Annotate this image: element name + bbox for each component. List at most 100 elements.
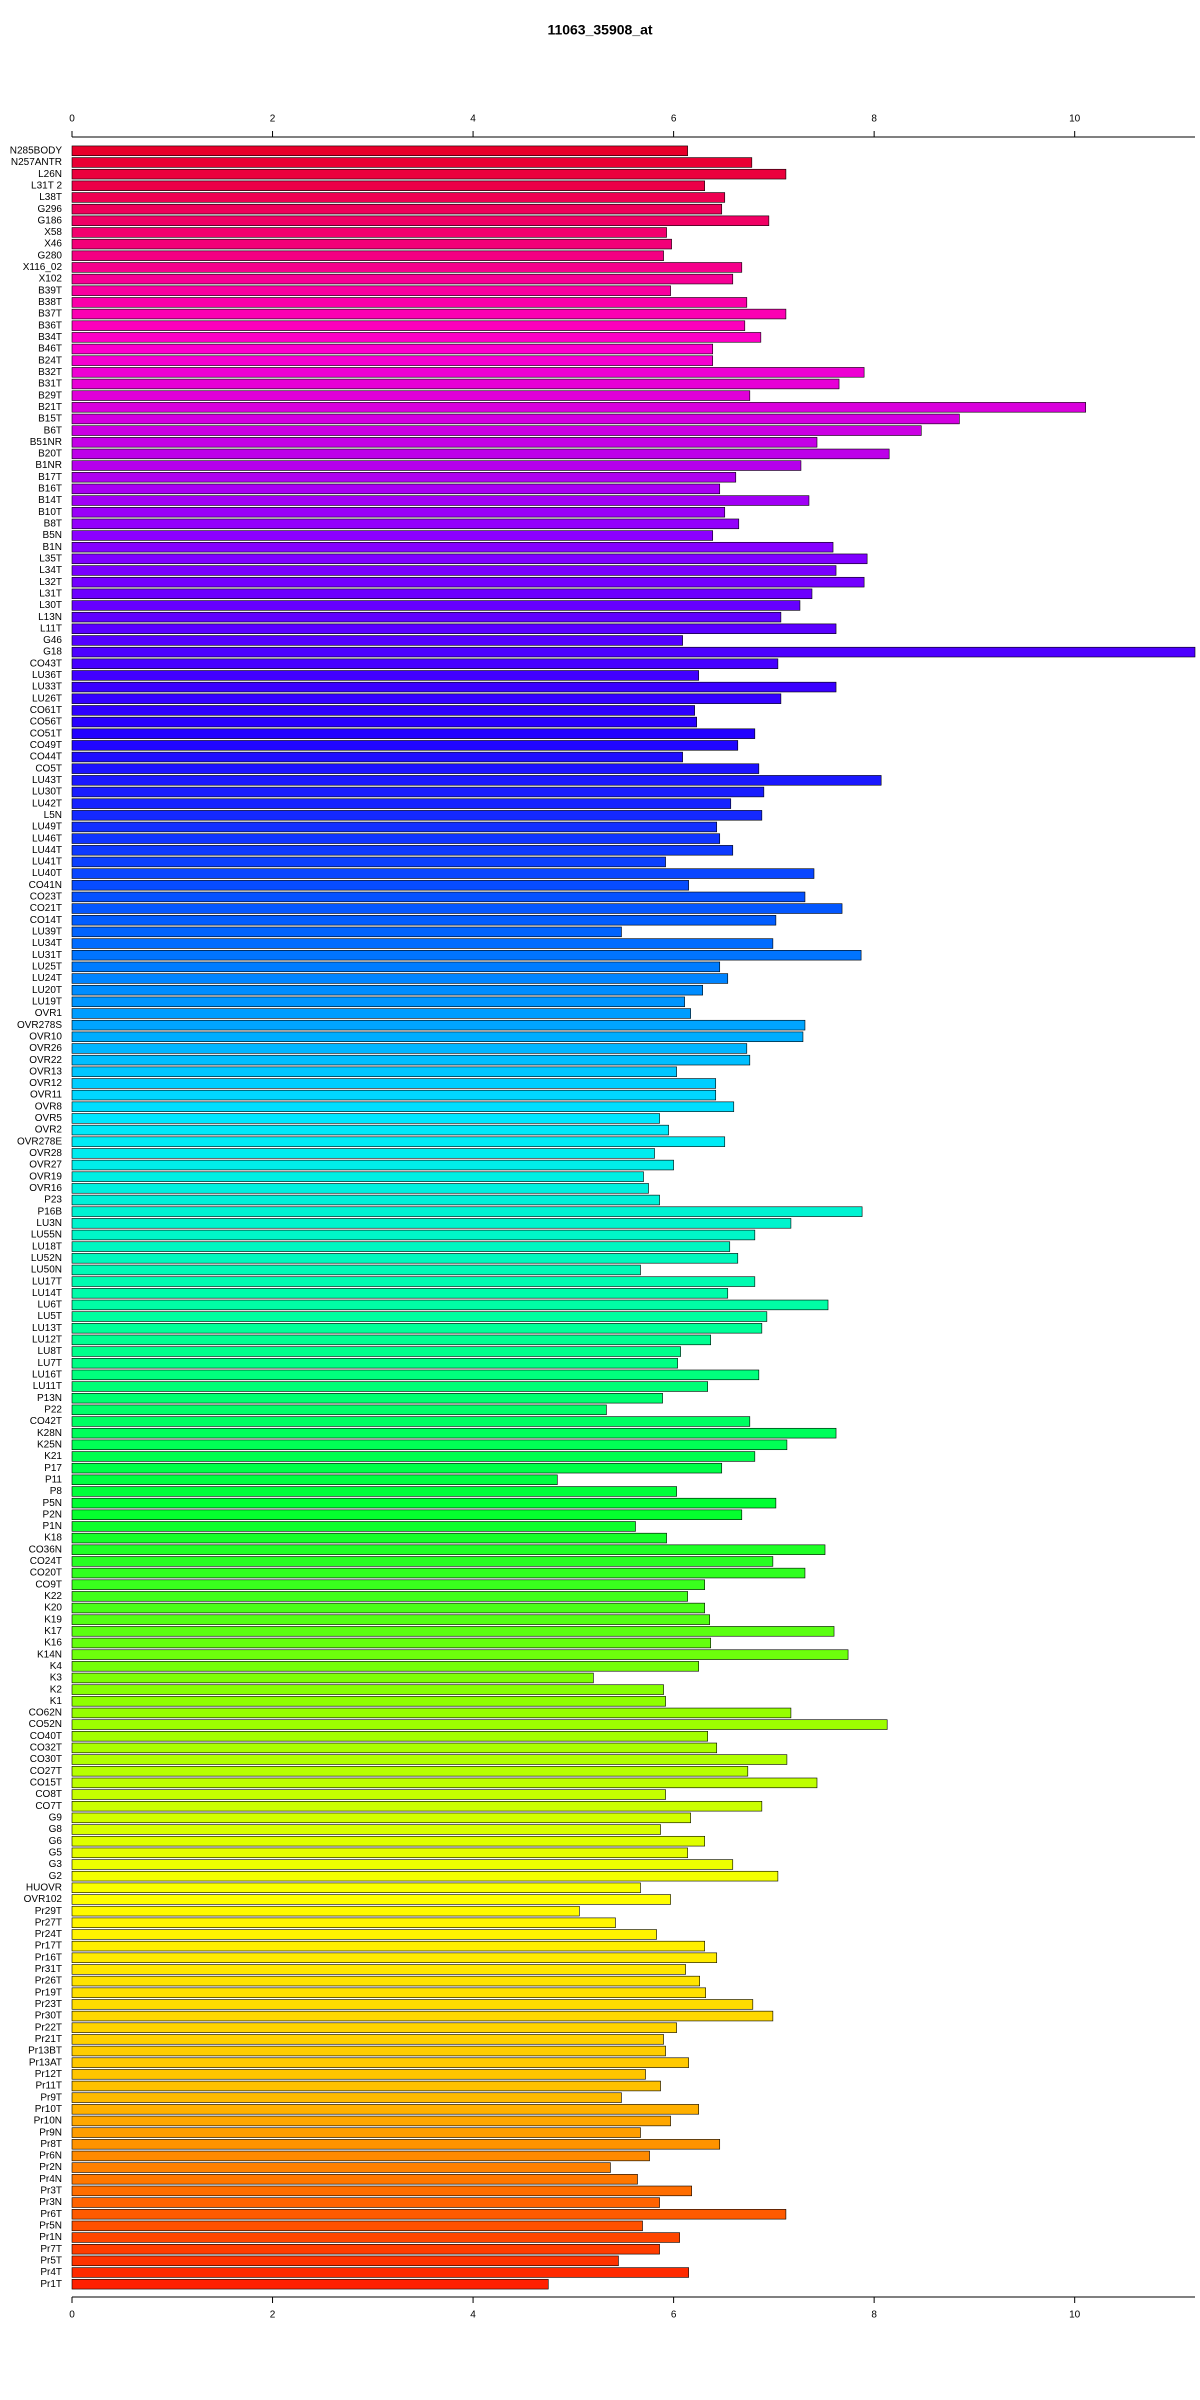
bar: [71, 1486, 677, 1497]
y-tick-label: CO42T: [30, 1416, 62, 1427]
y-tick-label: G18: [43, 647, 62, 658]
y-tick-label: CO36N: [29, 1544, 62, 1555]
bar: [71, 751, 683, 763]
bar: [71, 1789, 666, 1800]
bar: [71, 880, 689, 891]
chart-title: 11063_35908_at: [547, 22, 652, 38]
y-tick-label: Pr29T: [35, 1906, 62, 1917]
y-tick-label: G46: [43, 635, 62, 646]
y-tick-label: OVR28: [29, 1148, 62, 1159]
y-tick-label: P5N: [43, 1498, 62, 1509]
y-tick-label: CO9T: [35, 1579, 62, 1590]
y-tick-label: OVR27: [29, 1160, 62, 1171]
bar: [71, 1731, 708, 1742]
bar: [71, 1264, 641, 1276]
y-tick-label: OVR2: [35, 1125, 63, 1136]
bar: [71, 973, 729, 984]
y-tick-label: OVR10: [29, 1031, 62, 1042]
bar: [71, 1334, 712, 1346]
y-tick-label: K25N: [37, 1439, 62, 1450]
y-tick-label: HUOVR: [26, 1882, 62, 1893]
bar: [71, 1661, 699, 1672]
bar: [71, 2278, 549, 2290]
y-tick-label: G8: [49, 1824, 63, 1835]
y-tick-label: LU30T: [32, 787, 62, 798]
bar: [71, 786, 765, 798]
y-tick-label: L35T: [39, 553, 62, 564]
y-tick-label: LU52N: [31, 1253, 62, 1264]
y-tick-label: LU34T: [32, 938, 62, 949]
y-tick-label: LU12T: [32, 1335, 62, 1346]
x-tick-label: 6: [671, 2310, 677, 2321]
y-tick-label: N285BODY: [10, 145, 63, 156]
bar: [71, 938, 774, 949]
y-tick-label: P16B: [38, 1206, 63, 1217]
y-tick-label: B6T: [44, 425, 62, 436]
bar: [71, 1567, 806, 1579]
bar: [71, 950, 862, 961]
y-tick-label: B31T: [38, 379, 62, 390]
bar: [71, 262, 743, 273]
y-tick-label: B14T: [38, 495, 62, 506]
bar: [71, 1148, 655, 1159]
y-tick-label: Pr5T: [40, 2255, 62, 2266]
bar: [71, 1462, 723, 1474]
y-tick-label: G280: [38, 250, 63, 261]
bar: [71, 1917, 616, 1928]
y-tick-label: OVR19: [29, 1171, 62, 1182]
bar: [71, 2092, 622, 2103]
y-tick-label: CO56T: [30, 717, 62, 728]
x-tick-label: 10: [1069, 2310, 1081, 2321]
bar: [71, 1940, 705, 1952]
bar: [71, 2069, 646, 2080]
y-tick-label: Pr26T: [35, 1976, 62, 1987]
bar: [71, 1952, 718, 1963]
y-tick-label: CO21T: [30, 903, 62, 914]
bar: [71, 343, 714, 355]
y-tick-label: LU17T: [32, 1276, 62, 1287]
y-tick-label: K2: [50, 1684, 63, 1695]
y-tick-label: CO30T: [30, 1754, 62, 1765]
bar: [71, 2034, 664, 2045]
bar: [71, 1999, 754, 2010]
bar: [71, 1311, 768, 1322]
bar: [71, 1346, 681, 1357]
x-tick-label: 4: [470, 2310, 476, 2321]
y-tick-label: CO41N: [29, 880, 62, 891]
y-tick-label: LU46T: [32, 833, 62, 844]
bar: [71, 716, 697, 728]
bar: [71, 308, 787, 320]
y-tick-label: OVR278S: [17, 1020, 62, 1031]
y-tick-label: Pr1N: [39, 2232, 62, 2243]
y-tick-label: B16T: [38, 484, 62, 495]
y-tick-label: L5N: [44, 810, 62, 821]
y-tick-label: Pr27T: [35, 1917, 62, 1928]
y-tick-label: B17T: [38, 472, 62, 483]
bar: [71, 705, 695, 716]
bar: [71, 1194, 660, 1206]
y-tick-label: L11T: [40, 623, 62, 634]
y-tick-label: CO24T: [30, 1556, 62, 1567]
y-tick-label: B1N: [43, 542, 62, 553]
bar: [71, 541, 834, 553]
bar: [71, 611, 782, 623]
bar: [71, 728, 756, 739]
bar: [71, 1975, 700, 1987]
y-tick-label: LU26T: [32, 693, 62, 704]
bar: [71, 996, 685, 1008]
bar: [71, 1987, 706, 1998]
bar: [71, 1288, 729, 1299]
bar: [71, 145, 688, 157]
bar: [71, 658, 779, 669]
bar: [71, 1078, 717, 1089]
bar: [71, 1101, 735, 1112]
bar: [71, 1241, 731, 1252]
bar: [71, 2010, 774, 2022]
bar: [71, 1696, 666, 1707]
y-tick-label: G186: [38, 215, 63, 226]
y-tick-label: P13N: [37, 1393, 62, 1404]
bar: [71, 402, 1087, 413]
bar: [71, 273, 734, 285]
y-tick-label: B32T: [38, 367, 62, 378]
y-tick-label: B36T: [38, 320, 62, 331]
